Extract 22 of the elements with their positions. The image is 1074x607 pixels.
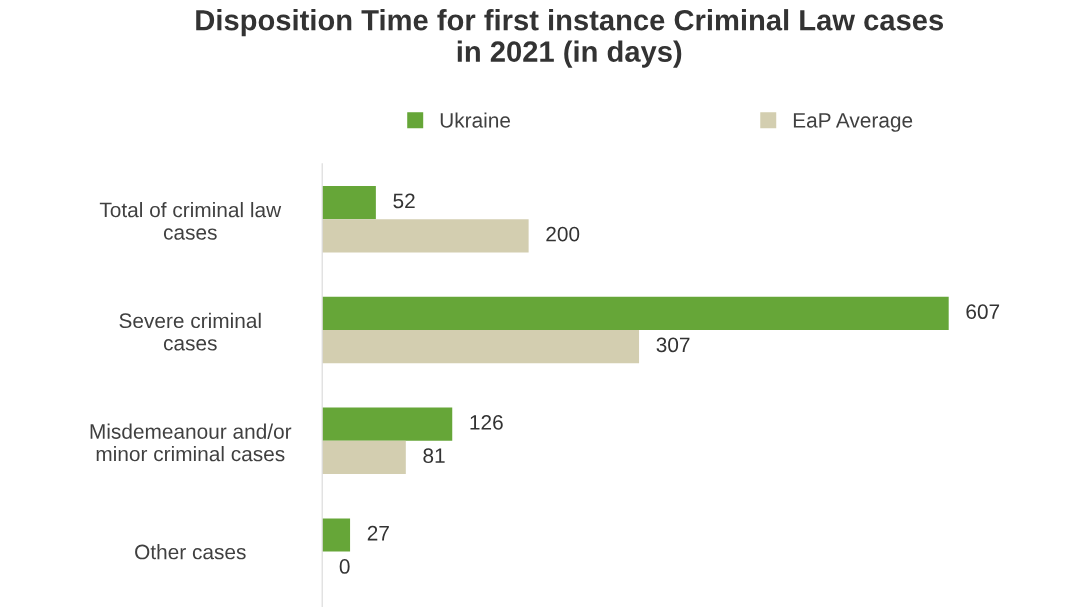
bar [322, 296, 949, 331]
data-label: 27 [367, 525, 389, 541]
y-tick-label: Misdemeanour and/or minor criminal cases [90, 423, 292, 462]
bar [322, 518, 351, 552]
bar [322, 219, 529, 253]
legend-label: EaP Average [793, 113, 913, 132]
data-label: 307 [656, 337, 690, 353]
data-label: 200 [546, 226, 580, 242]
data-label: 0 [339, 559, 350, 574]
bar [322, 440, 406, 475]
y-tick-label: Severe criminal cases [119, 312, 261, 351]
chart-title: Disposition Time for first instance Criminal Law cases in 2021 (in days) [196, 9, 944, 68]
bar [322, 407, 453, 441]
bar [322, 186, 376, 220]
y-tick-label: Other cases [135, 544, 246, 560]
y-tick-label: Total of criminal law cases [99, 202, 282, 240]
data-label: 52 [393, 193, 415, 209]
data-label: 607 [966, 304, 1000, 320]
data-label: 81 [423, 448, 445, 464]
data-label: 126 [470, 415, 503, 430]
bar [322, 330, 640, 364]
legend-label: Ukraine [440, 112, 511, 128]
